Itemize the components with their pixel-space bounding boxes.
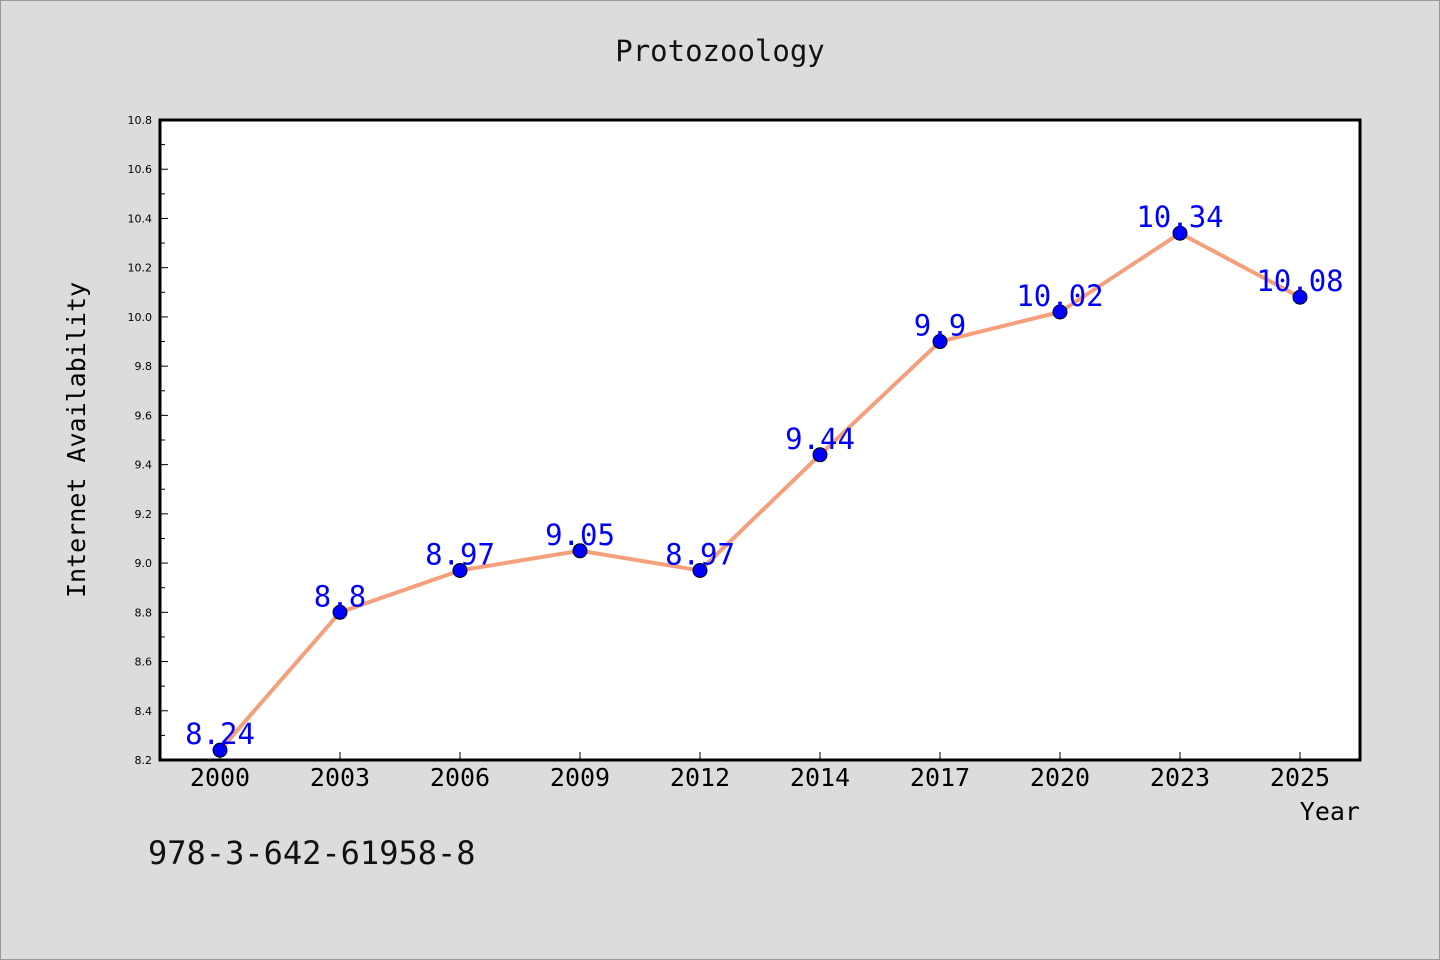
data-label: 9.05 [545,518,615,552]
data-label: 8.24 [185,717,255,751]
data-point [452,562,468,578]
data-label: 8.8 [314,579,366,613]
x-tick-label: 2009 [550,763,610,792]
x-tick-label: 2006 [430,763,490,792]
data-point [692,562,708,578]
y-tick-label: 10.4 [128,212,153,225]
data-point [932,334,948,350]
data-label: 8.97 [665,537,735,571]
data-point [572,543,588,559]
series-line [218,231,1302,753]
y-tick-label: 8.2 [135,754,153,767]
y-tick-label: 10.2 [128,262,153,275]
y-tick-label: 10.8 [128,114,153,127]
y-tick-label: 8.8 [135,606,153,619]
y-tick-label: 10.0 [128,311,153,324]
y-tick-label: 9.2 [135,508,153,521]
x-tick-label: 2017 [910,763,970,792]
x-tick-label: 2000 [190,763,250,792]
y-tick-label: 9.4 [135,459,153,472]
data-label: 9.44 [785,422,855,456]
x-tick-label: 2014 [790,763,850,792]
data-point [1292,289,1308,305]
data-label: 10.02 [1016,279,1103,313]
data-point [1052,304,1068,320]
data-label: 10.08 [1256,264,1343,298]
y-tick-label: 9.6 [135,409,153,422]
y-tick-label: 8.4 [135,705,153,718]
data-label: 9.9 [914,309,966,343]
isbn-footnote: 978-3-642-61958-8 [148,834,476,872]
y-tick-label: 10.6 [128,163,153,176]
y-tick-label: 9.0 [135,557,153,570]
data-label: 8.97 [425,537,495,571]
chart-title: Protozoology [615,34,825,68]
data-point [812,447,828,463]
x-tick-label: 2003 [310,763,370,792]
x-tick-label: 2025 [1270,763,1330,792]
x-tick-label: 2023 [1150,763,1210,792]
y-axis-label: Internet Availability [62,282,91,598]
plot-border [158,118,1362,762]
y-tick-label: 8.6 [135,656,153,669]
data-point [332,604,348,620]
x-tick-label: 2012 [670,763,730,792]
x-axis-label: Year [1300,797,1360,826]
data-point [212,742,228,758]
data-point [1172,225,1188,241]
data-label: 10.34 [1136,200,1223,234]
plot-area [160,120,1360,760]
y-tick-label: 9.8 [135,360,153,373]
x-tick-label: 2020 [1030,763,1090,792]
